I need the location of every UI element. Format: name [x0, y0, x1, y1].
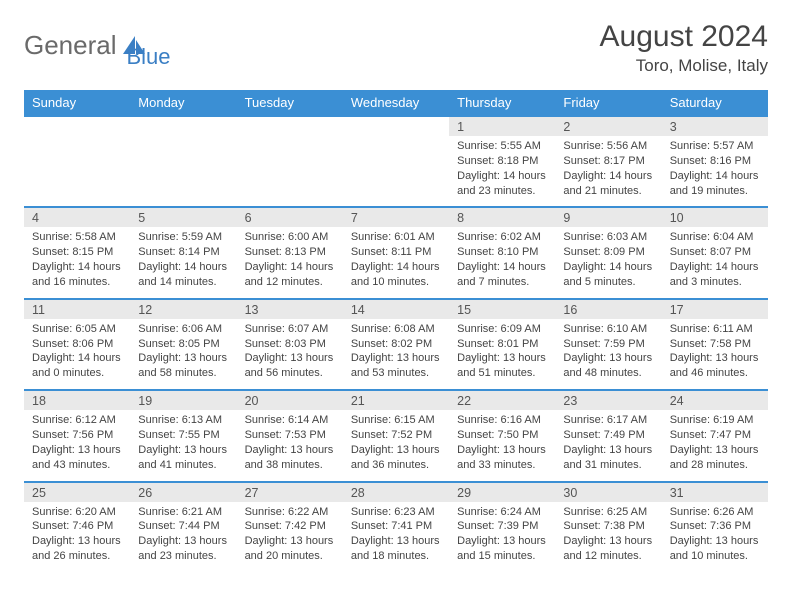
day-number-cell: 8	[449, 207, 555, 227]
day-detail-cell: Sunrise: 6:00 AMSunset: 8:13 PMDaylight:…	[237, 227, 343, 298]
day-detail-cell: Sunrise: 6:12 AMSunset: 7:56 PMDaylight:…	[24, 410, 130, 481]
day-number-cell: 15	[449, 299, 555, 319]
day-number-cell	[130, 116, 236, 136]
day-detail-cell: Sunrise: 6:11 AMSunset: 7:58 PMDaylight:…	[662, 319, 768, 390]
day-number-cell: 26	[130, 482, 236, 502]
day-detail-cell: Sunrise: 6:19 AMSunset: 7:47 PMDaylight:…	[662, 410, 768, 481]
logo-text-blue: Blue	[127, 44, 171, 70]
day-detail-row: Sunrise: 6:05 AMSunset: 8:06 PMDaylight:…	[24, 319, 768, 390]
day-number-cell	[237, 116, 343, 136]
day-header: Monday	[130, 90, 236, 116]
day-detail-cell: Sunrise: 6:15 AMSunset: 7:52 PMDaylight:…	[343, 410, 449, 481]
day-detail-cell: Sunrise: 6:20 AMSunset: 7:46 PMDaylight:…	[24, 502, 130, 572]
logo: General Blue	[24, 20, 171, 70]
day-header: Saturday	[662, 90, 768, 116]
day-number-row: 11121314151617	[24, 299, 768, 319]
day-number-cell: 10	[662, 207, 768, 227]
day-detail-cell: Sunrise: 6:09 AMSunset: 8:01 PMDaylight:…	[449, 319, 555, 390]
day-number-cell: 23	[555, 390, 661, 410]
day-number-cell: 4	[24, 207, 130, 227]
day-detail-cell: Sunrise: 6:24 AMSunset: 7:39 PMDaylight:…	[449, 502, 555, 572]
day-number-row: 25262728293031	[24, 482, 768, 502]
day-header: Sunday	[24, 90, 130, 116]
day-detail-cell: Sunrise: 5:57 AMSunset: 8:16 PMDaylight:…	[662, 136, 768, 207]
day-number-cell: 29	[449, 482, 555, 502]
day-number-cell: 1	[449, 116, 555, 136]
day-number-cell: 24	[662, 390, 768, 410]
day-detail-cell: Sunrise: 6:06 AMSunset: 8:05 PMDaylight:…	[130, 319, 236, 390]
day-number-cell: 30	[555, 482, 661, 502]
day-header: Tuesday	[237, 90, 343, 116]
day-detail-cell: Sunrise: 6:23 AMSunset: 7:41 PMDaylight:…	[343, 502, 449, 572]
day-number-row: 123	[24, 116, 768, 136]
day-number-cell: 20	[237, 390, 343, 410]
calendar-body: 123Sunrise: 5:55 AMSunset: 8:18 PMDaylig…	[24, 116, 768, 572]
day-detail-cell: Sunrise: 5:55 AMSunset: 8:18 PMDaylight:…	[449, 136, 555, 207]
day-detail-cell	[130, 136, 236, 207]
day-number-cell: 27	[237, 482, 343, 502]
month-title: August 2024	[600, 20, 768, 54]
day-detail-cell: Sunrise: 6:07 AMSunset: 8:03 PMDaylight:…	[237, 319, 343, 390]
day-detail-cell: Sunrise: 6:22 AMSunset: 7:42 PMDaylight:…	[237, 502, 343, 572]
day-number-cell	[343, 116, 449, 136]
day-detail-cell: Sunrise: 6:25 AMSunset: 7:38 PMDaylight:…	[555, 502, 661, 572]
day-number-cell: 13	[237, 299, 343, 319]
location-subtitle: Toro, Molise, Italy	[600, 56, 768, 76]
logo-text-general: General	[24, 30, 117, 61]
day-detail-cell: Sunrise: 6:26 AMSunset: 7:36 PMDaylight:…	[662, 502, 768, 572]
day-detail-cell: Sunrise: 5:56 AMSunset: 8:17 PMDaylight:…	[555, 136, 661, 207]
day-number-cell: 14	[343, 299, 449, 319]
day-detail-cell: Sunrise: 6:02 AMSunset: 8:10 PMDaylight:…	[449, 227, 555, 298]
day-number-cell: 25	[24, 482, 130, 502]
day-number-cell: 16	[555, 299, 661, 319]
day-number-cell	[24, 116, 130, 136]
day-detail-cell: Sunrise: 6:17 AMSunset: 7:49 PMDaylight:…	[555, 410, 661, 481]
calendar-header-row: SundayMondayTuesdayWednesdayThursdayFrid…	[24, 90, 768, 116]
day-detail-row: Sunrise: 5:58 AMSunset: 8:15 PMDaylight:…	[24, 227, 768, 298]
day-number-cell: 18	[24, 390, 130, 410]
day-detail-cell	[237, 136, 343, 207]
title-block: August 2024 Toro, Molise, Italy	[600, 20, 768, 76]
day-number-cell: 31	[662, 482, 768, 502]
day-number-cell: 7	[343, 207, 449, 227]
day-header: Friday	[555, 90, 661, 116]
page-header: General Blue August 2024 Toro, Molise, I…	[24, 20, 768, 76]
day-detail-cell: Sunrise: 6:04 AMSunset: 8:07 PMDaylight:…	[662, 227, 768, 298]
day-detail-cell: Sunrise: 6:21 AMSunset: 7:44 PMDaylight:…	[130, 502, 236, 572]
day-number-row: 45678910	[24, 207, 768, 227]
day-detail-cell: Sunrise: 6:01 AMSunset: 8:11 PMDaylight:…	[343, 227, 449, 298]
day-number-cell: 19	[130, 390, 236, 410]
day-detail-cell: Sunrise: 6:13 AMSunset: 7:55 PMDaylight:…	[130, 410, 236, 481]
day-detail-cell: Sunrise: 6:08 AMSunset: 8:02 PMDaylight:…	[343, 319, 449, 390]
day-detail-cell: Sunrise: 6:10 AMSunset: 7:59 PMDaylight:…	[555, 319, 661, 390]
day-number-cell: 17	[662, 299, 768, 319]
day-detail-cell: Sunrise: 6:05 AMSunset: 8:06 PMDaylight:…	[24, 319, 130, 390]
day-detail-row: Sunrise: 6:12 AMSunset: 7:56 PMDaylight:…	[24, 410, 768, 481]
day-detail-cell	[343, 136, 449, 207]
day-number-cell: 5	[130, 207, 236, 227]
day-detail-row: Sunrise: 5:55 AMSunset: 8:18 PMDaylight:…	[24, 136, 768, 207]
day-number-cell: 11	[24, 299, 130, 319]
day-number-cell: 9	[555, 207, 661, 227]
day-number-cell: 28	[343, 482, 449, 502]
calendar-table: SundayMondayTuesdayWednesdayThursdayFrid…	[24, 90, 768, 572]
day-number-cell: 21	[343, 390, 449, 410]
day-number-cell: 6	[237, 207, 343, 227]
day-number-row: 18192021222324	[24, 390, 768, 410]
day-detail-row: Sunrise: 6:20 AMSunset: 7:46 PMDaylight:…	[24, 502, 768, 572]
day-number-cell: 3	[662, 116, 768, 136]
day-detail-cell: Sunrise: 5:59 AMSunset: 8:14 PMDaylight:…	[130, 227, 236, 298]
day-number-cell: 12	[130, 299, 236, 319]
day-number-cell: 2	[555, 116, 661, 136]
day-detail-cell: Sunrise: 6:03 AMSunset: 8:09 PMDaylight:…	[555, 227, 661, 298]
day-detail-cell: Sunrise: 6:16 AMSunset: 7:50 PMDaylight:…	[449, 410, 555, 481]
day-detail-cell: Sunrise: 5:58 AMSunset: 8:15 PMDaylight:…	[24, 227, 130, 298]
day-detail-cell	[24, 136, 130, 207]
day-header: Wednesday	[343, 90, 449, 116]
day-header: Thursday	[449, 90, 555, 116]
day-detail-cell: Sunrise: 6:14 AMSunset: 7:53 PMDaylight:…	[237, 410, 343, 481]
day-number-cell: 22	[449, 390, 555, 410]
